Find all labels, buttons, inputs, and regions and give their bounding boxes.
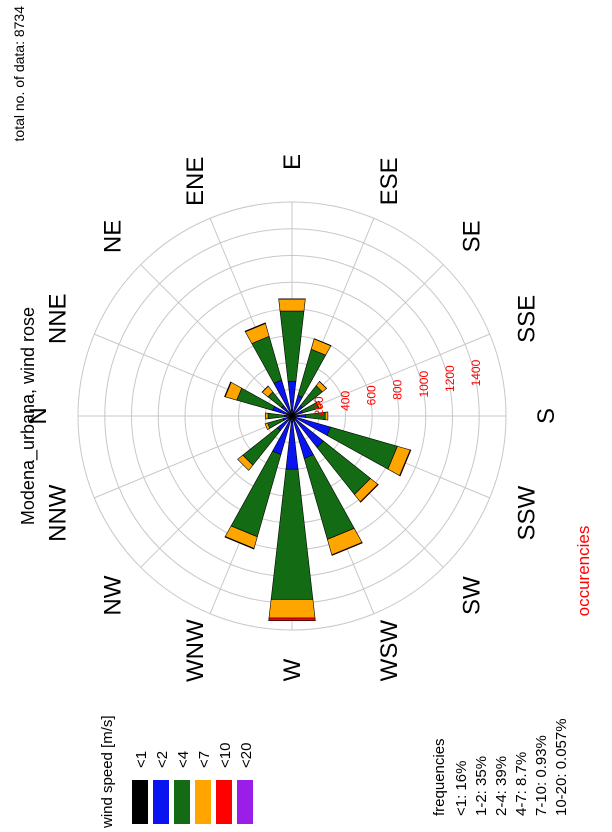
direction-label-NNW: NNW xyxy=(44,484,71,542)
direction-label-NW: NW xyxy=(99,575,126,615)
legend-swatch-0 xyxy=(132,780,148,824)
bar-N-class-2 xyxy=(268,413,284,418)
bar-W-class-3 xyxy=(269,599,315,618)
legend-label-0: <1 xyxy=(133,751,150,768)
bar-W-class-4 xyxy=(269,618,316,621)
frequency-item-0: <1: 16% xyxy=(453,761,470,816)
direction-label-NE: NE xyxy=(99,220,126,253)
legend-label-5: <20 xyxy=(238,743,255,768)
direction-label-N: N xyxy=(25,407,52,424)
radial-tick-1000: 1000 xyxy=(417,371,431,398)
direction-label-WSW: WSW xyxy=(376,620,403,682)
legend-label-4: <10 xyxy=(217,743,234,768)
direction-label-WNW: WNW xyxy=(182,619,209,682)
frequency-item-1: 1-2: 35% xyxy=(473,756,490,816)
direction-label-NNE: NNE xyxy=(44,293,71,344)
legend-swatch-3 xyxy=(195,780,211,824)
direction-label-ESE: ESE xyxy=(376,157,403,205)
bar-N-class-3 xyxy=(265,413,268,419)
direction-label-SSE: SSE xyxy=(514,295,541,343)
direction-label-S: S xyxy=(533,408,560,424)
legend-label-2: <4 xyxy=(175,751,192,768)
radial-axis-label: occurencies xyxy=(574,526,593,617)
direction-label-SW: SW xyxy=(459,576,486,615)
direction-label-ENE: ENE xyxy=(182,157,209,206)
bar-N-class-1 xyxy=(284,415,288,417)
legend-swatch-4 xyxy=(216,780,232,824)
direction-label-SSW: SSW xyxy=(514,486,541,541)
bar-E-class-2 xyxy=(280,311,304,381)
legend-swatch-5 xyxy=(237,780,253,824)
radial-tick-200: 200 xyxy=(312,396,326,416)
bar-W-class-2 xyxy=(271,469,313,599)
radial-tick-600: 600 xyxy=(364,385,378,405)
radial-tick-400: 400 xyxy=(338,391,352,411)
frequencies-block: frequencies <1: 16% 1-2: 35% 2-4: 39% 4-7: … xyxy=(431,718,570,816)
total-data-label: total no. of data: 8734 xyxy=(11,6,27,142)
bar-E-class-3 xyxy=(279,299,306,311)
frequency-item-4: 7-10: 0.93% xyxy=(533,735,550,816)
radial-tick-1200: 1200 xyxy=(443,365,457,392)
legend-swatch-1 xyxy=(153,780,169,824)
speed-legend: wind speed [m/s] <1 <2 <4 <7 <10 <20 xyxy=(99,715,255,829)
direction-label-E: E xyxy=(279,154,306,170)
frequency-item-3: 4-7: 8.7% xyxy=(513,752,530,816)
frequency-item-5: 10-20: 0.057% xyxy=(553,718,570,816)
frequency-item-2: 2-4: 39% xyxy=(493,756,510,816)
legend-label-3: <7 xyxy=(196,751,213,768)
frequencies-title: frequencies xyxy=(431,738,448,816)
legend-title: wind speed [m/s] xyxy=(99,715,116,829)
radial-tick-1400: 1400 xyxy=(469,359,483,386)
radial-tick-800: 800 xyxy=(391,379,405,399)
direction-label-W: W xyxy=(279,658,306,681)
direction-label-SE: SE xyxy=(459,220,486,252)
legend-swatch-2 xyxy=(174,780,190,824)
legend-label-1: <2 xyxy=(154,751,171,768)
bar-S-class-1 xyxy=(296,414,305,417)
wind-bars xyxy=(225,299,411,621)
